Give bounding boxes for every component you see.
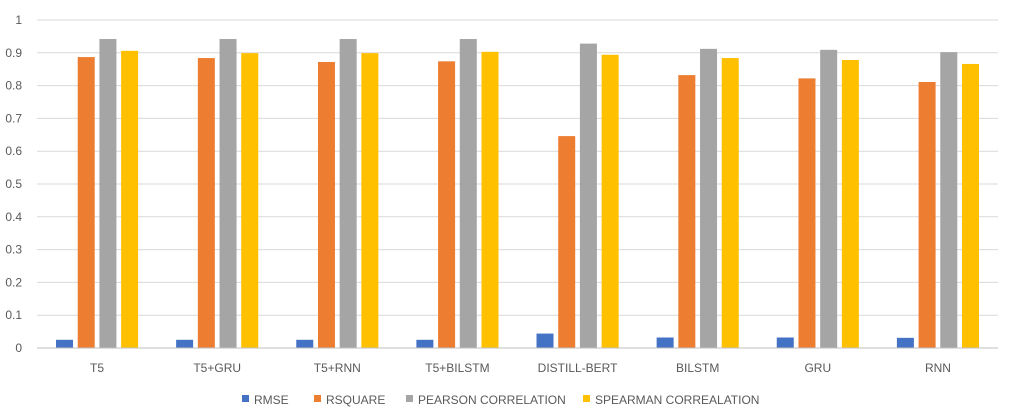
- bars: [56, 39, 979, 349]
- bar-pearson-correlation: [940, 52, 958, 348]
- bar-pearson-correlation: [459, 39, 477, 349]
- x-axis-category-labels: T5 T5+GRU T5+RNN T5+BILSTM DISTILL-BERT BILST…: [90, 361, 951, 375]
- bar-rmse: [416, 339, 434, 348]
- bar-spearman-correalation: [241, 53, 259, 349]
- x-category-label: T5+GRU: [193, 361, 241, 375]
- bar-spearman-correalation: [961, 63, 979, 349]
- x-category-label: BILSTM: [676, 361, 719, 375]
- y-tick-label: 0.2: [5, 275, 22, 289]
- y-tick-label: 1: [15, 13, 22, 27]
- bar-rmse: [776, 337, 794, 348]
- legend-item: RSQUARE: [314, 393, 385, 407]
- legend-label: RMSE: [254, 393, 289, 407]
- bar-rmse: [656, 337, 674, 348]
- bar-spearman-correalation: [361, 53, 379, 349]
- x-category-label: T5+RNN: [314, 361, 361, 375]
- y-tick-label: 0.9: [5, 46, 22, 60]
- bar-spearman-correalation: [721, 58, 739, 348]
- bar-rsquare: [317, 61, 335, 348]
- bar-rsquare: [558, 136, 576, 348]
- bar-spearman-correalation: [841, 60, 859, 349]
- y-tick-label: 0.8: [5, 79, 22, 93]
- legend-swatch: [583, 395, 590, 402]
- gridlines: [37, 19, 998, 316]
- bar-rsquare: [197, 58, 215, 348]
- bar-rmse: [176, 339, 194, 348]
- legend-item: PEARSON CORRELATION: [406, 393, 566, 407]
- y-tick-label: 0.7: [5, 111, 22, 125]
- legend-item: SPEARMAN CORREALATION: [583, 393, 759, 407]
- x-category-label: T5+BILSTM: [425, 361, 489, 375]
- y-tick-label: 0.1: [5, 308, 22, 322]
- y-tick-label: 0.3: [5, 243, 22, 257]
- bar-spearman-correalation: [601, 54, 619, 348]
- y-tick-label: 0.5: [5, 177, 22, 191]
- bar-rmse: [296, 339, 314, 348]
- legend-label: SPEARMAN CORREALATION: [595, 393, 759, 407]
- bar-rsquare: [798, 78, 816, 348]
- bar-pearson-correlation: [700, 48, 718, 348]
- legend-label: RSQUARE: [326, 393, 385, 407]
- bar-pearson-correlation: [339, 39, 357, 349]
- bar-pearson-correlation: [820, 49, 838, 349]
- x-category-label: RNN: [925, 361, 951, 375]
- bar-rmse: [896, 337, 914, 348]
- bar-pearson-correlation: [99, 39, 117, 349]
- bar-rmse: [56, 339, 74, 348]
- bar-pearson-correlation: [579, 43, 597, 349]
- legend-item: RMSE: [242, 393, 289, 407]
- x-category-label: T5: [90, 361, 104, 375]
- bar-spearman-correalation: [481, 51, 499, 348]
- x-category-label: GRU: [804, 361, 831, 375]
- bar-rsquare: [77, 57, 95, 349]
- legend-swatch: [406, 395, 413, 402]
- y-tick-label: 0.6: [5, 144, 22, 158]
- bar-rsquare: [918, 81, 936, 348]
- bar-rmse: [536, 333, 554, 348]
- bar-rsquare: [678, 75, 696, 348]
- bar-rsquare: [438, 61, 456, 348]
- legend-label: PEARSON CORRELATION: [418, 393, 566, 407]
- y-tick-label: 0: [15, 341, 22, 355]
- legend: RMSE RSQUARE PEARSON CORRELATION SPEARMAN C…: [242, 393, 759, 407]
- bar-pearson-correlation: [219, 39, 237, 349]
- y-axis-ticks: 0 0.1 0.2 0.3 0.4 0.5 0.6 0.7 0.8 0.9 1: [5, 13, 22, 355]
- bar-spearman-correalation: [121, 50, 139, 348]
- legend-swatch: [242, 395, 249, 402]
- x-category-label: DISTILL-BERT: [538, 361, 618, 375]
- legend-swatch: [314, 395, 321, 402]
- y-tick-label: 0.4: [5, 210, 22, 224]
